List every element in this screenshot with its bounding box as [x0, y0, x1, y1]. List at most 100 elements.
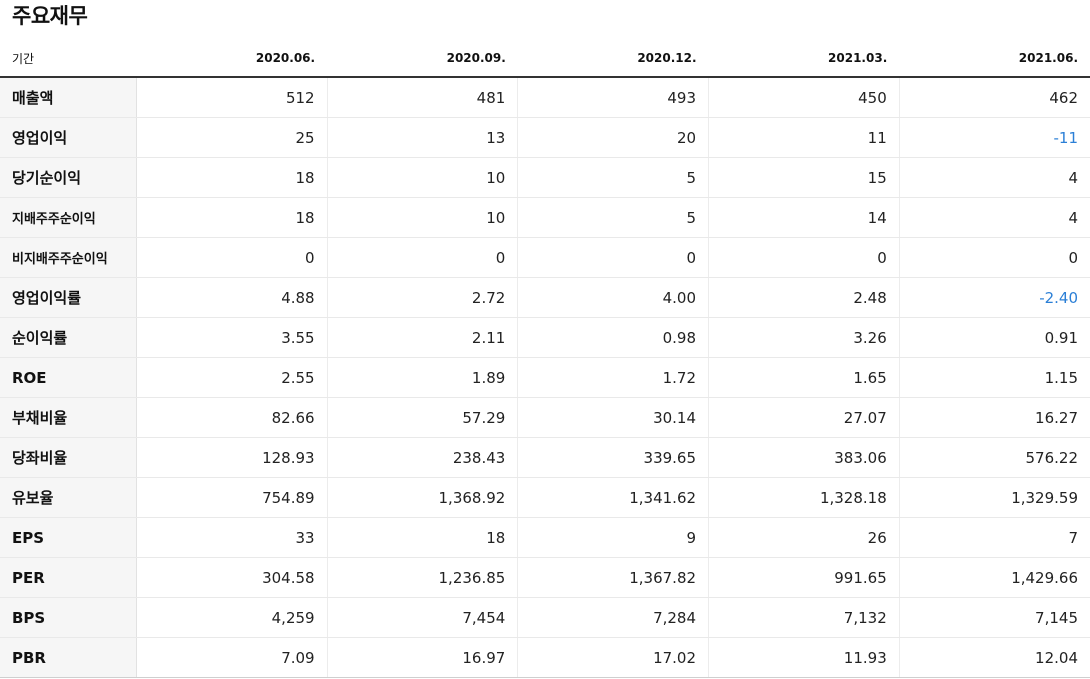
table-cell: 2.11	[327, 317, 519, 358]
table-cell: 0.98	[517, 317, 710, 358]
row-label: PER	[0, 557, 137, 598]
table-cell: 57.29	[327, 397, 519, 438]
table-cell: -11	[899, 117, 1090, 158]
table-cell: 128.93	[136, 437, 328, 478]
period-header: 기간	[0, 40, 137, 78]
table-cell: 26	[708, 517, 900, 558]
table-cell: 481	[327, 77, 519, 118]
row-label: 비지배주주순이익	[0, 237, 137, 278]
table-cell: 304.58	[136, 557, 328, 598]
row-label: 매출액	[0, 77, 137, 118]
table-cell: 1.89	[327, 357, 519, 398]
table-cell: 20	[517, 117, 710, 158]
table-cell: 10	[327, 197, 519, 238]
table-cell: 13	[327, 117, 519, 158]
table-cell: 5	[517, 157, 710, 198]
row-label: 영업이익률	[0, 277, 137, 318]
table-cell: 1,328.18	[708, 477, 900, 518]
table-cell: 3.26	[708, 317, 900, 358]
table-row: 영업이익률 4.88 2.72 4.00 2.48 -2.40	[0, 277, 1090, 318]
table-cell: 18	[136, 157, 328, 198]
table-cell: 11.93	[708, 637, 900, 678]
table-row: PBR 7.09 16.97 17.02 11.93 12.04	[0, 637, 1090, 678]
table-cell: 2.48	[708, 277, 900, 318]
table-cell: 7	[899, 517, 1090, 558]
table-cell: 4	[899, 197, 1090, 238]
table-header-row: 기간 2020.06. 2020.09. 2020.12. 2021.03. 2…	[0, 40, 1090, 78]
column-header: 2020.06.	[136, 40, 328, 78]
table-row: 순이익률 3.55 2.11 0.98 3.26 0.91	[0, 317, 1090, 358]
table-row: PER 304.58 1,236.85 1,367.82 991.65 1,429.66	[0, 557, 1090, 598]
row-label: 유보율	[0, 477, 137, 518]
table-cell: 11	[708, 117, 900, 158]
column-header: 2020.09.	[327, 40, 518, 78]
table-cell: 7,132	[708, 597, 900, 638]
table-cell: 1,368.92	[327, 477, 519, 518]
table-cell: 15	[708, 157, 900, 198]
table-cell: 5	[517, 197, 710, 238]
table-cell: 383.06	[708, 437, 900, 478]
row-label: 영업이익	[0, 117, 137, 158]
table-cell: 512	[136, 77, 328, 118]
row-label: ROE	[0, 357, 137, 398]
table-row: EPS 33 18 9 26 7	[0, 517, 1090, 558]
table-cell: 1.72	[517, 357, 710, 398]
table-row: 당기순이익 18 10 5 15 4	[0, 157, 1090, 198]
table-cell: 4,259	[136, 597, 328, 638]
table-row: 비지배주주순이익 0 0 0 0 0	[0, 237, 1090, 278]
row-label: 당기순이익	[0, 157, 137, 198]
financial-table: 기간 2020.06. 2020.09. 2020.12. 2021.03. 2…	[0, 40, 1090, 678]
table-cell: 1,329.59	[899, 477, 1090, 518]
table-cell: 576.22	[899, 437, 1090, 478]
table-cell: 238.43	[327, 437, 519, 478]
table-cell: 450	[708, 77, 900, 118]
table-cell: 3.55	[136, 317, 328, 358]
table-cell: 7.09	[136, 637, 328, 678]
table-row: 당좌비율 128.93 238.43 339.65 383.06 576.22	[0, 437, 1090, 478]
row-label: 지배주주순이익	[0, 197, 137, 238]
table-cell: 1.15	[899, 357, 1090, 398]
row-label: EPS	[0, 517, 137, 558]
table-cell: 12.04	[899, 637, 1090, 678]
table-cell: 18	[327, 517, 519, 558]
table-cell: 1,341.62	[517, 477, 710, 518]
table-cell: 4	[899, 157, 1090, 198]
column-header: 2020.12.	[517, 40, 709, 78]
table-row: 매출액 512 481 493 450 462	[0, 77, 1090, 118]
table-cell: 25	[136, 117, 328, 158]
table-cell: 991.65	[708, 557, 900, 598]
table-cell: 7,145	[899, 597, 1090, 638]
table-row: ROE 2.55 1.89 1.72 1.65 1.15	[0, 357, 1090, 398]
table-cell: 18	[136, 197, 328, 238]
table-cell: 30.14	[517, 397, 710, 438]
table-row: 유보율 754.89 1,368.92 1,341.62 1,328.18 1,329.5…	[0, 477, 1090, 518]
table-cell: 9	[517, 517, 710, 558]
table-cell: 1,429.66	[899, 557, 1090, 598]
table-cell: 4.88	[136, 277, 328, 318]
table-cell: 17.02	[517, 637, 710, 678]
table-cell: -2.40	[899, 277, 1090, 318]
table-cell: 0	[327, 237, 519, 278]
table-cell: 2.55	[136, 357, 328, 398]
table-cell: 4.00	[517, 277, 710, 318]
table-row: 영업이익 25 13 20 11 -11	[0, 117, 1090, 158]
table-cell: 0	[899, 237, 1090, 278]
table-cell: 493	[517, 77, 710, 118]
table-cell: 14	[708, 197, 900, 238]
table-row: 부채비율 82.66 57.29 30.14 27.07 16.27	[0, 397, 1090, 438]
table-cell: 2.72	[327, 277, 519, 318]
table-cell: 33	[136, 517, 328, 558]
table-cell: 16.97	[327, 637, 519, 678]
table-row: 지배주주순이익 18 10 5 14 4	[0, 197, 1090, 238]
table-row: BPS 4,259 7,454 7,284 7,132 7,145	[0, 597, 1090, 638]
table-cell: 0.91	[899, 317, 1090, 358]
row-label: 부채비율	[0, 397, 137, 438]
row-label: BPS	[0, 597, 137, 638]
table-cell: 754.89	[136, 477, 328, 518]
table-cell: 10	[327, 157, 519, 198]
table-cell: 7,454	[327, 597, 519, 638]
table-cell: 339.65	[517, 437, 710, 478]
table-cell: 0	[708, 237, 900, 278]
row-label: PBR	[0, 637, 137, 678]
section-title: 주요재무	[12, 4, 88, 28]
